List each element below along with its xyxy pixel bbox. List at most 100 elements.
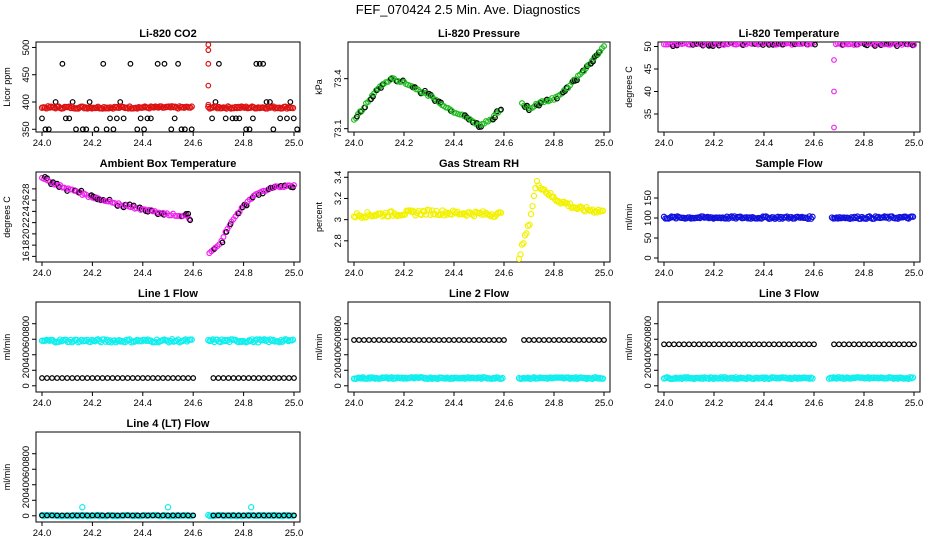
data-point — [571, 337, 577, 343]
x-tick-label: 24.6 — [184, 138, 203, 149]
data-point — [776, 341, 782, 348]
data-point — [84, 375, 91, 381]
x-tick-label: 24.4 — [134, 528, 153, 539]
data-point — [45, 126, 52, 132]
x-tick-label: 24.0 — [33, 138, 52, 149]
data-point — [175, 375, 181, 381]
x-tick-label: 24.0 — [345, 398, 364, 409]
x-tick-label: 24.0 — [655, 398, 674, 409]
data-point — [205, 101, 212, 108]
data-point — [770, 214, 777, 221]
plot-frame — [657, 41, 921, 133]
x-tick-label: 24.2 — [705, 398, 724, 409]
data-point — [831, 341, 837, 348]
y-tick-label: 800 — [21, 446, 32, 462]
data-point — [185, 375, 192, 381]
data-point — [431, 337, 437, 343]
x-tick-label: 24.2 — [705, 268, 724, 279]
x-tick-label: 25.0 — [285, 528, 304, 539]
data-point — [831, 57, 837, 63]
data-point — [246, 126, 253, 132]
y-tick-label: 22 — [21, 217, 32, 228]
data-point — [781, 341, 787, 348]
data-point — [107, 115, 113, 122]
data-point — [171, 115, 178, 122]
data-point — [52, 99, 59, 105]
y-tick-label: 73.1 — [333, 119, 344, 138]
data-point — [371, 337, 377, 343]
data-point — [726, 341, 732, 348]
data-point — [761, 375, 768, 382]
data-point — [501, 337, 507, 343]
y-tick-label: 73.4 — [333, 69, 344, 88]
data-point — [686, 341, 692, 348]
data-point — [551, 337, 557, 343]
y-axis-label: ml/min — [2, 464, 12, 491]
data-point — [270, 375, 277, 381]
data-point — [291, 375, 297, 381]
chart-title: Line 2 Flow — [449, 288, 509, 300]
data-point — [812, 42, 818, 48]
plot-area — [351, 43, 607, 131]
plot-frame — [35, 301, 301, 393]
data-point — [67, 104, 74, 112]
x-tick-label: 24.2 — [83, 528, 102, 539]
data-point — [275, 375, 282, 381]
y-tick-label: 600 — [21, 461, 32, 477]
chart-title: Line 1 Flow — [138, 288, 198, 300]
data-point — [764, 214, 771, 221]
data-point — [466, 337, 472, 343]
chart-line-2-flow: Line 2 Flow ml/min 24.0 24.2 24.4 24.6 24.8 25.… — [314, 288, 613, 409]
data-point — [222, 115, 229, 122]
y-tick-label: 350 — [21, 121, 32, 137]
data-point — [496, 337, 502, 343]
data-point — [59, 60, 66, 67]
data-point — [180, 375, 187, 381]
data-point — [416, 337, 422, 343]
data-point — [188, 126, 195, 132]
x-tick-label: 24.4 — [134, 268, 153, 279]
data-point — [188, 103, 195, 110]
x-tick-label: 24.4 — [445, 268, 464, 279]
y-tick-label: 400 — [333, 347, 344, 363]
data-point — [406, 337, 412, 343]
data-point — [190, 375, 197, 381]
data-point — [441, 337, 447, 343]
y-axis-label: degrees C — [2, 196, 12, 238]
data-point — [696, 214, 704, 222]
data-point — [173, 337, 180, 345]
data-point — [881, 42, 887, 48]
data-point — [701, 341, 707, 348]
data-point — [137, 115, 144, 122]
data-point — [283, 336, 291, 343]
data-point — [100, 197, 107, 203]
x-tick-label: 24.2 — [83, 138, 102, 149]
plot-frame — [35, 41, 301, 133]
data-point — [250, 375, 257, 381]
y-tick-label: 45 — [643, 64, 654, 75]
data-point — [706, 341, 712, 348]
data-point — [154, 60, 161, 67]
data-point — [711, 341, 717, 348]
data-point — [124, 375, 131, 381]
y-tick-label: 500 — [21, 40, 32, 56]
data-point — [491, 337, 497, 343]
data-point — [875, 42, 881, 48]
data-point — [119, 375, 126, 381]
plot-area — [38, 173, 298, 257]
data-point — [572, 374, 580, 381]
data-point — [83, 126, 90, 132]
data-point — [42, 126, 49, 132]
y-tick-label: 28 — [21, 184, 32, 195]
x-tick-label: 24.8 — [855, 268, 874, 279]
y-axis-label: Licor ppm — [2, 67, 12, 107]
data-point — [521, 337, 527, 343]
x-tick-label: 24.2 — [395, 398, 414, 409]
data-point — [106, 337, 114, 344]
data-point — [233, 115, 239, 122]
data-point — [796, 341, 802, 348]
data-point — [746, 341, 752, 348]
data-point — [205, 42, 212, 48]
data-point — [452, 210, 460, 217]
y-tick-label: 800 — [643, 316, 654, 332]
